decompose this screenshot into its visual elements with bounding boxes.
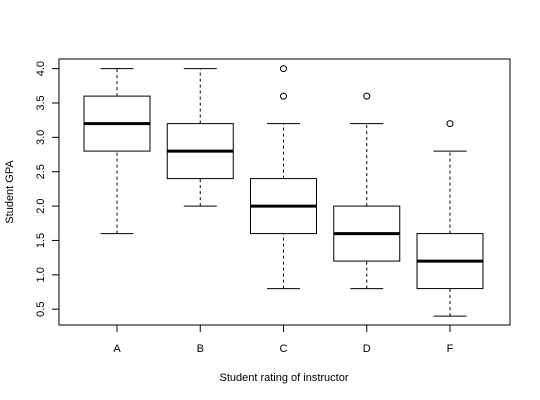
y-tick-label: 2.0 (35, 198, 47, 213)
boxes-group (83, 65, 484, 317)
y-tick-label: 0.5 (35, 302, 47, 317)
x-tick-label: C (280, 343, 288, 355)
y-axis-label: Student GPA (4, 160, 16, 224)
y-tick-label: 2.5 (35, 164, 47, 179)
box-c (250, 65, 317, 290)
box-f (416, 120, 484, 317)
x-tick-label: B (197, 343, 204, 355)
y-tick-label: 4.0 (35, 61, 47, 76)
box-a (83, 68, 151, 235)
y-tick-label: 1.5 (35, 233, 47, 248)
x-tick-label: D (363, 343, 371, 355)
outlier-point (280, 65, 287, 73)
box-b (166, 68, 234, 207)
y-tick-label: 3.0 (35, 130, 47, 145)
x-tick-label: A (113, 343, 121, 355)
outlier-point (446, 120, 454, 128)
y-tick-label: 1.0 (35, 267, 47, 282)
y-tick-label: 3.5 (35, 95, 47, 110)
outlier-point (363, 92, 371, 100)
x-tick-label: F (447, 343, 454, 355)
x-axis-label: Student rating of instructor (219, 372, 348, 384)
box-d (333, 92, 401, 290)
y-axis: 0.5 1.0 1.5 2.0 2.5 3.0 3.5 4.0 (35, 61, 60, 317)
outlier-point (280, 92, 287, 100)
